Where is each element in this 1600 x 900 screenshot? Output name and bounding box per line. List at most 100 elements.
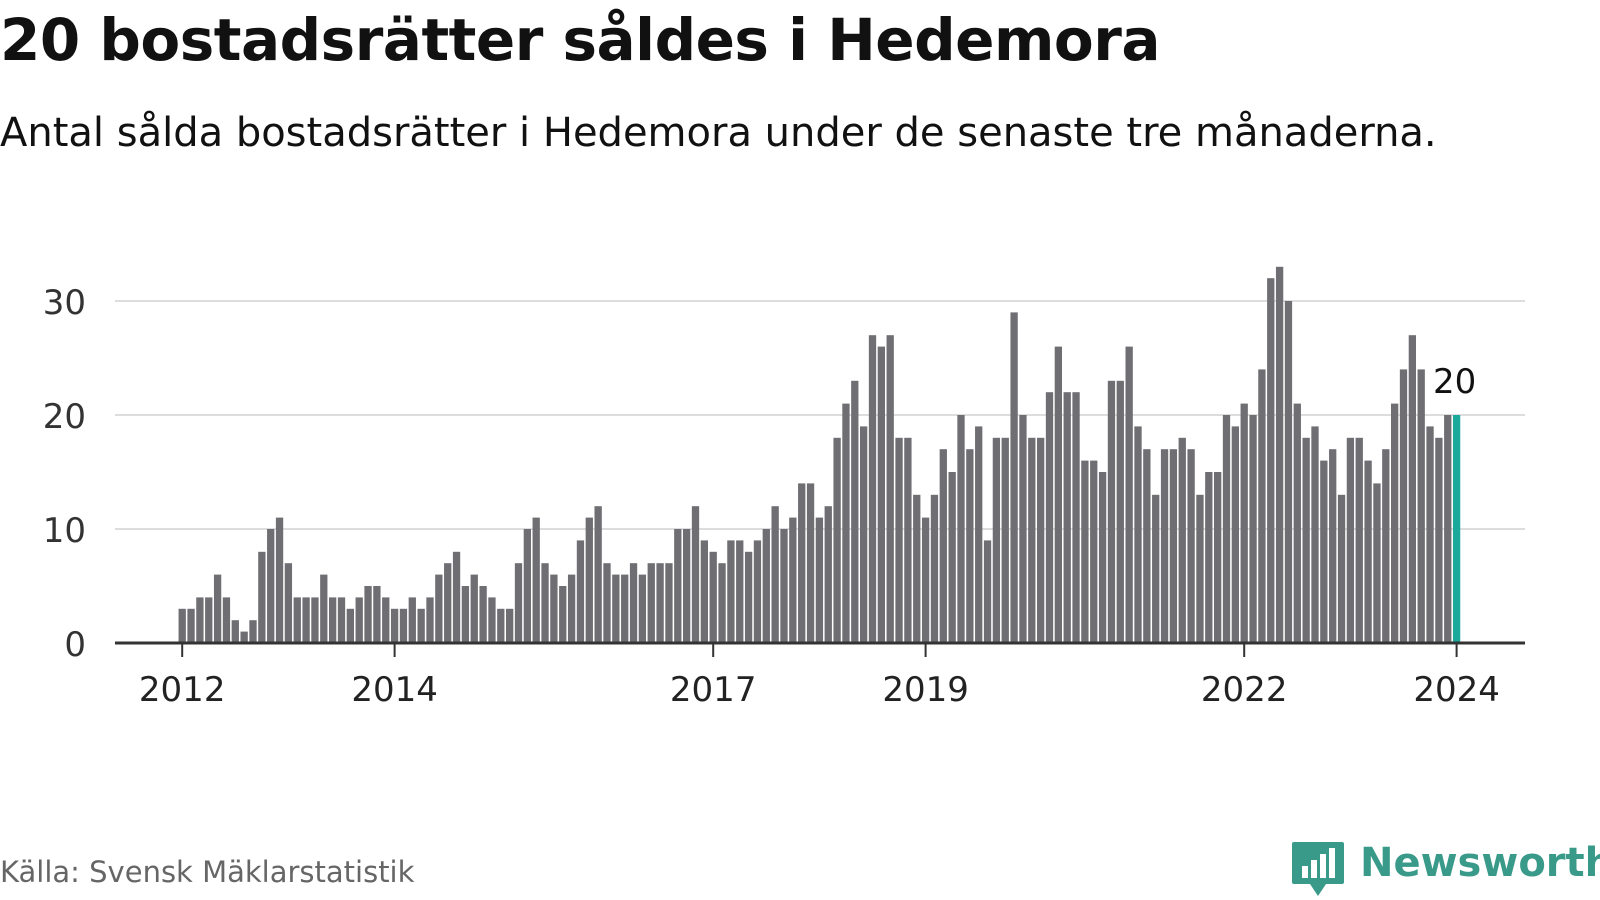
bar: [771, 506, 779, 643]
bar: [815, 517, 824, 643]
bar: [1019, 415, 1027, 643]
bar: [585, 517, 593, 643]
bar: [930, 494, 939, 643]
bar: [320, 574, 328, 643]
bar-highlighted: [1452, 415, 1461, 643]
highlight-data-label: 20: [1433, 362, 1476, 402]
bar: [594, 506, 602, 643]
bar: [1063, 392, 1071, 643]
bar: [913, 494, 921, 643]
bar: [523, 529, 531, 643]
chart-subtitle: Antal sålda bostadsrätter i Hedemora und…: [0, 110, 1437, 156]
bar: [364, 586, 372, 643]
bar: [975, 426, 983, 643]
bar: [1382, 449, 1390, 643]
bar: [452, 551, 461, 643]
bar: [399, 608, 408, 643]
bar: [983, 540, 992, 643]
bar: [541, 563, 549, 643]
bar: [780, 529, 788, 643]
x-tick-label: 2024: [1413, 670, 1500, 710]
bar: [656, 563, 664, 643]
bar: [1214, 472, 1222, 643]
bar: [1293, 403, 1301, 643]
bar: [1072, 392, 1080, 643]
bar: [258, 551, 266, 643]
bar: [373, 586, 381, 643]
bar: [842, 403, 850, 643]
bar: [284, 563, 293, 643]
bar: [621, 574, 629, 643]
bar: [789, 517, 797, 643]
bar: [435, 574, 443, 643]
bar: [718, 563, 726, 643]
bar: [249, 620, 257, 643]
bar: [603, 563, 611, 643]
bar: [337, 597, 346, 643]
bar: [1098, 472, 1107, 643]
bar: [939, 449, 947, 643]
bar: [196, 597, 204, 643]
bar: [1222, 415, 1231, 643]
bar: [506, 608, 514, 643]
bar: [1205, 472, 1213, 643]
bar: [868, 335, 877, 643]
bar: [426, 597, 434, 643]
logo-bar-3: [1320, 854, 1326, 878]
y-tick-label: 20: [43, 397, 86, 437]
bar: [417, 608, 425, 643]
bar: [346, 608, 354, 643]
y-tick-label: 0: [64, 625, 86, 665]
bar: [736, 540, 744, 643]
bar: [240, 631, 248, 643]
x-tick-label: 2012: [139, 670, 226, 710]
bar: [1028, 437, 1036, 643]
bar: [408, 597, 416, 643]
bar: [833, 437, 841, 643]
bar: [806, 483, 815, 643]
bar: [1426, 426, 1434, 643]
bar: [1275, 266, 1284, 643]
bar: [1134, 426, 1142, 643]
bar: [1249, 415, 1257, 643]
bar: [691, 506, 700, 643]
bar: [1417, 369, 1425, 643]
bar: [629, 563, 638, 643]
bar: [1125, 346, 1133, 643]
bar: [966, 449, 974, 643]
bar: [1143, 449, 1151, 643]
bar: [700, 540, 708, 643]
bar: [877, 346, 885, 643]
bar: [302, 597, 310, 643]
bar: [921, 517, 930, 643]
bar: [1408, 335, 1416, 643]
bar: [267, 529, 275, 643]
bar: [647, 563, 655, 643]
bar: [824, 506, 832, 643]
bar: [727, 540, 735, 643]
bar: [355, 597, 363, 643]
bar: [1152, 494, 1160, 643]
chart-title: 20 bostadsrätter såldes i Hedemora: [0, 6, 1160, 74]
bar: [1187, 449, 1195, 643]
bar: [744, 551, 753, 643]
x-tick-label: 2019: [882, 670, 969, 710]
bar: [470, 574, 478, 643]
y-tick-label: 10: [43, 511, 86, 551]
bar: [1045, 392, 1054, 643]
bar: [205, 597, 213, 643]
bar: [860, 426, 868, 643]
bar: [665, 563, 673, 643]
bar: [1081, 460, 1089, 643]
bar: [1444, 415, 1452, 643]
x-tick-label: 2014: [351, 670, 438, 710]
bar: [1160, 449, 1169, 643]
bar: [1302, 437, 1310, 643]
bar: [1391, 403, 1399, 643]
logo-bar-2: [1311, 860, 1317, 878]
logo-bar-1: [1302, 866, 1308, 878]
bar: [1355, 437, 1363, 643]
bar: [798, 483, 806, 643]
bar: [904, 437, 912, 643]
